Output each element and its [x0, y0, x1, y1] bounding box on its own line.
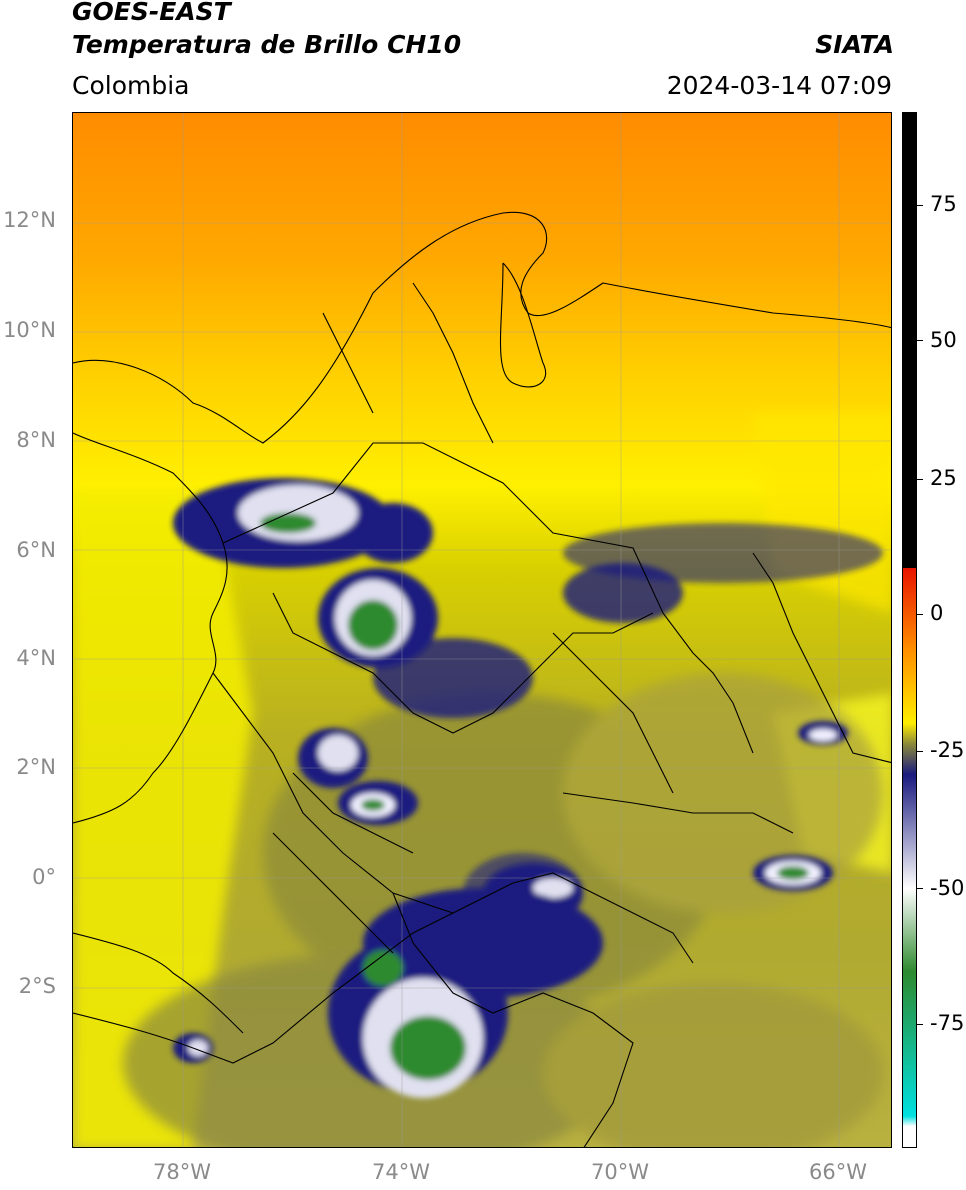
- map-canvas: [73, 113, 891, 1147]
- colorbar-label-75: 75: [930, 192, 957, 216]
- lon-label-78w: 78°W: [153, 1160, 211, 1184]
- lon-label-66w: 66°W: [809, 1160, 867, 1184]
- graticule: [73, 113, 891, 1147]
- lat-label-6n: 6°N: [16, 538, 56, 562]
- colorbar: [902, 112, 917, 1148]
- lat-label-2s: 2°S: [18, 974, 56, 998]
- colorbar-label-minus75: -75: [930, 1011, 965, 1035]
- lon-label-70w: 70°W: [591, 1160, 649, 1184]
- lat-label-4n: 4°N: [16, 646, 56, 670]
- satellite-map: [72, 112, 892, 1148]
- title-satellite: GOES-EAST: [72, 0, 231, 26]
- title-product: Temperatura de Brillo CH10: [72, 30, 462, 59]
- colorbar-label-minus50: -50: [930, 876, 965, 900]
- colorbar-label-0: 0: [930, 601, 944, 625]
- lat-label-8n: 8°N: [16, 428, 56, 452]
- region-label: Colombia: [72, 71, 190, 100]
- brand-label: SIATA: [815, 30, 894, 59]
- lon-label-74w: 74°W: [372, 1160, 430, 1184]
- boundaries: [73, 211, 891, 1147]
- lat-label-10n: 10°N: [3, 318, 56, 342]
- colorbar-label-minus25: -25: [930, 738, 965, 762]
- colorbar-label-50: 50: [930, 328, 957, 352]
- lat-label-0: 0°: [32, 865, 56, 889]
- timestamp-label: 2024-03-14 07:09: [666, 71, 892, 100]
- lat-label-2n: 2°N: [16, 755, 56, 779]
- colorbar-label-25: 25: [930, 466, 957, 490]
- lat-label-12n: 12°N: [3, 208, 56, 232]
